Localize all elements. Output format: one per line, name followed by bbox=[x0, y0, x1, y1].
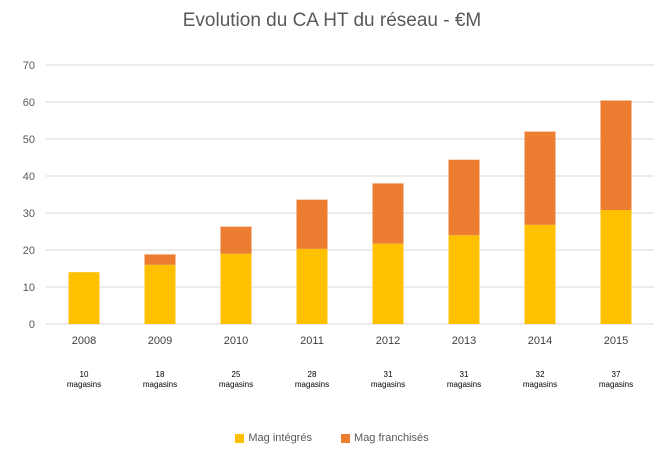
category-note-line: 25 bbox=[232, 370, 241, 379]
legend-item-integres: Mag intégrés bbox=[235, 432, 312, 444]
x-axis-category-labels: 2008 2009 2010 2011 2012 2013 2014 2015 bbox=[72, 335, 628, 347]
bars bbox=[68, 100, 632, 324]
category-note-line: 37 bbox=[612, 370, 621, 379]
category-note-line: magasins bbox=[371, 380, 405, 389]
bar-integres-2008 bbox=[68, 272, 100, 324]
category-note-line: magasins bbox=[523, 380, 557, 389]
bar-franchises-2014 bbox=[524, 131, 556, 225]
bar-integres-2013 bbox=[448, 235, 480, 324]
x-category-label: 2013 bbox=[452, 335, 476, 347]
legend-label-franchises: Mag franchisés bbox=[354, 432, 429, 444]
x-category-label: 2011 bbox=[300, 335, 324, 347]
bar-franchises-2015 bbox=[600, 100, 632, 211]
bar-franchises-2012 bbox=[372, 183, 404, 244]
y-tick-label: 60 bbox=[23, 97, 35, 109]
bar-franchises-2010 bbox=[220, 226, 252, 254]
category-note-line: magasins bbox=[295, 380, 329, 389]
category-note-line: 10 bbox=[80, 370, 89, 379]
bar-integres-2014 bbox=[524, 224, 556, 324]
category-note-line: magasins bbox=[219, 380, 253, 389]
x-category-label: 2009 bbox=[148, 335, 172, 347]
legend: Mag intégrés Mag franchisés bbox=[0, 432, 664, 446]
bar-franchises-2013 bbox=[448, 159, 480, 236]
bar-integres-2009 bbox=[144, 264, 176, 324]
y-tick-label: 30 bbox=[23, 208, 35, 220]
bar-integres-2015 bbox=[600, 210, 632, 324]
chart-plot-area: 0 10 20 30 40 50 60 70 2008 2009 2010 2011 2012 2013… bbox=[23, 60, 654, 389]
category-note-line: magasins bbox=[143, 380, 177, 389]
category-notes: 10magasins18magasins25magasins28magasins… bbox=[67, 370, 633, 389]
y-tick-label: 10 bbox=[23, 282, 35, 294]
category-note-line: 32 bbox=[536, 370, 545, 379]
x-category-label: 2015 bbox=[604, 335, 628, 347]
y-tick-label: 40 bbox=[23, 171, 35, 183]
y-tick-label: 0 bbox=[29, 319, 35, 331]
legend-swatch-integres bbox=[235, 433, 245, 443]
category-note-line: 18 bbox=[156, 370, 165, 379]
chart-title: Evolution du CA HT du réseau - €M bbox=[182, 10, 482, 31]
bar-integres-2010 bbox=[220, 253, 252, 324]
category-note-line: magasins bbox=[447, 380, 481, 389]
bar-integres-2012 bbox=[372, 243, 404, 324]
category-note-line: magasins bbox=[599, 380, 633, 389]
bar-franchises-2009 bbox=[144, 254, 176, 265]
x-category-label: 2014 bbox=[528, 335, 552, 347]
y-axis-tick-labels: 0 10 20 30 40 50 60 70 bbox=[23, 60, 35, 331]
x-category-label: 2012 bbox=[376, 335, 400, 347]
category-note-line: 28 bbox=[308, 370, 317, 379]
bar-franchises-2011 bbox=[296, 199, 328, 249]
category-note-line: 31 bbox=[460, 370, 469, 379]
x-category-label: 2008 bbox=[72, 335, 96, 347]
y-tick-label: 50 bbox=[23, 134, 35, 146]
x-category-label: 2010 bbox=[224, 335, 248, 347]
legend-item-franchises: Mag franchisés bbox=[341, 432, 429, 444]
bar-integres-2011 bbox=[296, 248, 328, 324]
category-note-line: magasins bbox=[67, 380, 101, 389]
gridlines bbox=[46, 64, 654, 325]
y-tick-label: 70 bbox=[23, 60, 35, 72]
legend-swatch-franchises bbox=[341, 433, 351, 443]
category-note-line: 31 bbox=[384, 370, 393, 379]
y-tick-label: 20 bbox=[23, 245, 35, 257]
legend-label-integres: Mag intégrés bbox=[248, 432, 312, 444]
